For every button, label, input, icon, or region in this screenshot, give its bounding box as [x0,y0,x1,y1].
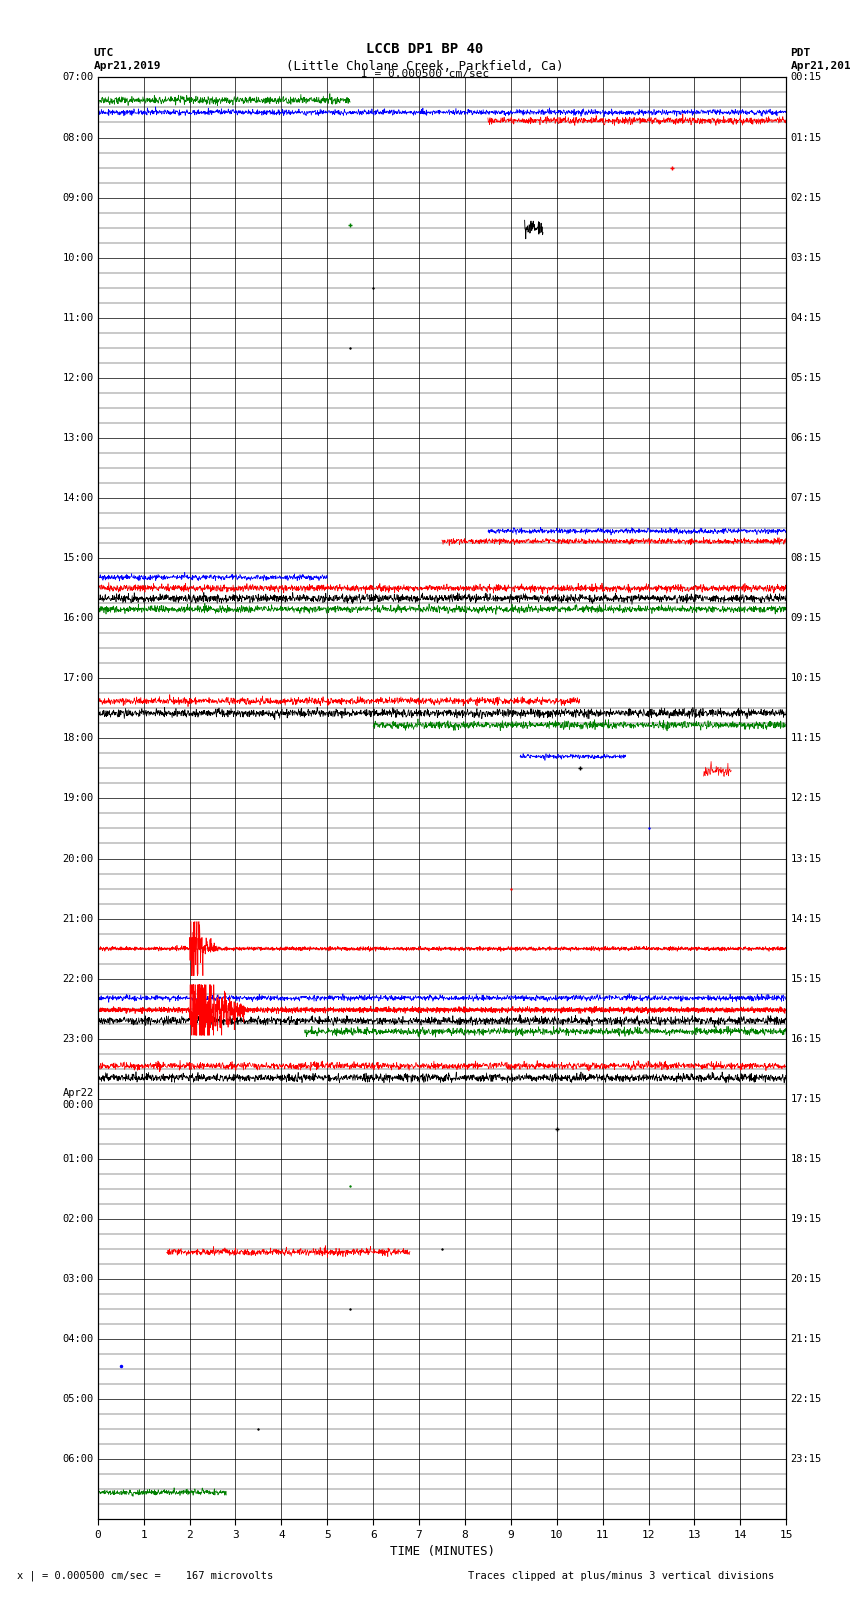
Text: x | = 0.000500 cm/sec =    167 microvolts: x | = 0.000500 cm/sec = 167 microvolts [17,1569,273,1581]
Text: PDT: PDT [790,48,811,58]
Text: LCCB DP1 BP 40: LCCB DP1 BP 40 [366,42,484,56]
Text: I = 0.000500 cm/sec: I = 0.000500 cm/sec [361,69,489,79]
Text: Apr21,2019: Apr21,2019 [94,61,161,71]
X-axis label: TIME (MINUTES): TIME (MINUTES) [389,1545,495,1558]
Text: (Little Cholane Creek, Parkfield, Ca): (Little Cholane Creek, Parkfield, Ca) [286,60,564,73]
Text: Traces clipped at plus/minus 3 vertical divisions: Traces clipped at plus/minus 3 vertical … [468,1571,774,1581]
Text: Apr21,2019: Apr21,2019 [790,61,850,71]
Text: UTC: UTC [94,48,114,58]
